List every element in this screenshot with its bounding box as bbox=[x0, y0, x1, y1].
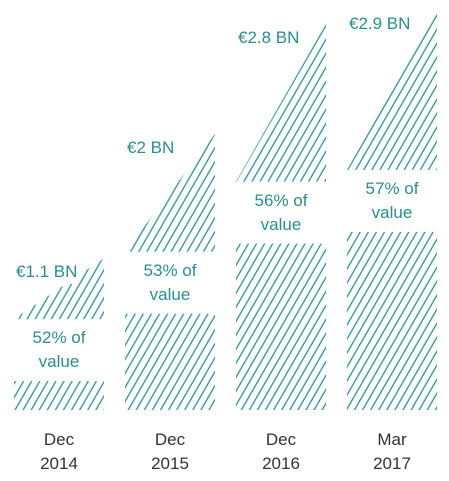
category-label: Dec 2016 bbox=[262, 430, 300, 473]
value-label: €2 BN bbox=[127, 136, 177, 160]
category-label: Dec 2015 bbox=[151, 430, 189, 473]
share-bar bbox=[236, 243, 326, 410]
category-label: Dec 2014 bbox=[40, 430, 78, 473]
value-triangle bbox=[236, 23, 326, 182]
value-label: €2.9 BN bbox=[349, 11, 413, 36]
share-label: 56% of value bbox=[254, 190, 308, 234]
value-triangle bbox=[14, 258, 104, 320]
share-bar bbox=[347, 231, 437, 410]
value-triangle bbox=[125, 134, 215, 252]
share-bar bbox=[125, 313, 215, 410]
share-label: 52% of value bbox=[32, 328, 86, 372]
share-bar bbox=[14, 381, 104, 410]
category-label: Mar 2017 bbox=[373, 430, 411, 473]
value-triangle bbox=[347, 9, 437, 170]
share-label: 53% of value bbox=[143, 260, 197, 304]
value-label: €1.1 BN bbox=[16, 260, 80, 285]
share-label: 57% of value bbox=[365, 178, 419, 222]
value-label: €2.8 BN bbox=[238, 25, 302, 50]
